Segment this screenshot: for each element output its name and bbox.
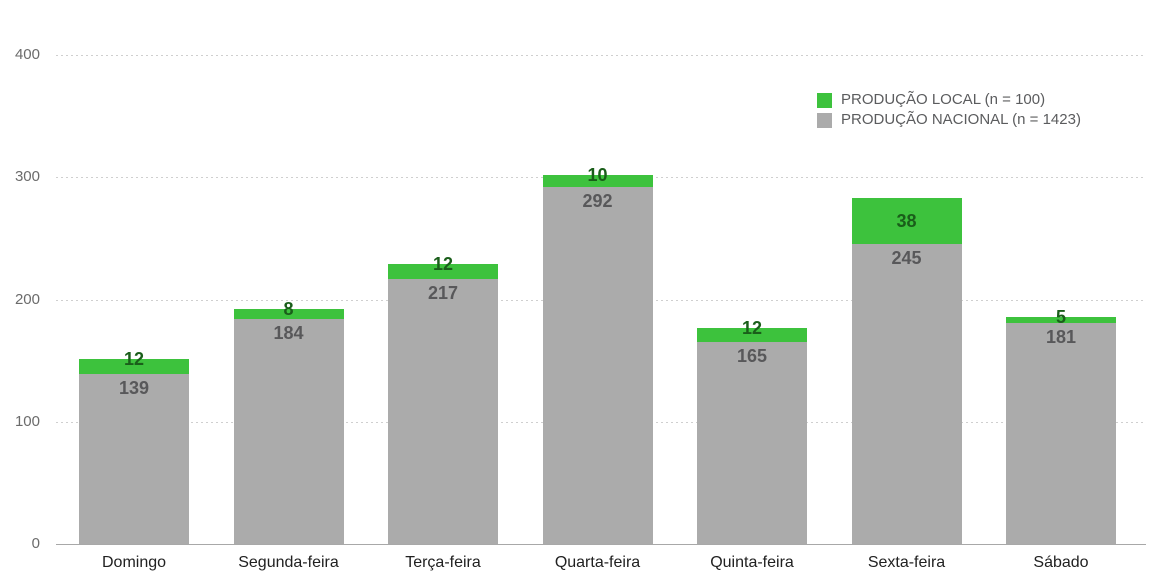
bar-segment-local-2[interactable] [388,264,498,279]
x-axis-label-2: Terça-feira [405,554,481,571]
legend-item-producao-local[interactable]: PRODUÇÃO LOCAL (n = 100) [817,90,1081,110]
bar-value-label-nacional-6: 181 [1045,326,1077,347]
bar-value-label-local-0: 12 [123,349,145,370]
bar-value-label-local-2: 12 [432,254,454,275]
bar-value-label-nacional-2: 217 [427,282,459,303]
bar-segment-local-3[interactable] [542,174,653,188]
legend-swatch-local [817,92,832,108]
bar-value-label-nacional-3: 292 [582,191,613,212]
x-axis-label-5: Sexta-feira [867,554,946,571]
gridline-400 [56,55,1146,56]
bar-segment-local-6[interactable] [1006,316,1116,323]
x-axis-line [56,544,1146,545]
bar-segment-nacional-2[interactable] [388,278,498,544]
bar-segment-local-5[interactable] [851,198,962,245]
bar-value-label-local-4: 12 [741,317,763,338]
bar-segment-local-1[interactable] [233,309,344,320]
y-axis-tick-label: 300 [14,168,40,186]
bar-value-label-nacional-0: 139 [118,378,150,399]
y-axis-tick-label: 0 [31,535,40,552]
y-axis-tick-label: 200 [14,290,40,308]
bar-value-label-local-3: 10 [587,164,608,185]
y-axis-tick-label: 100 [14,412,40,430]
legend-label-nacional: PRODUÇÃO NACIONAL (n = 1423) [841,111,1081,128]
bar-value-label-nacional-4: 165 [736,346,768,367]
chart-legend: PRODUÇÃO LOCAL (n = 100) PRODUÇÃO NACION… [817,90,1081,130]
bar-segment-nacional-4[interactable] [697,342,807,544]
bar-segment-nacional-0[interactable] [79,374,189,544]
bar-segment-nacional-5[interactable] [851,244,962,544]
bar-segment-nacional-6[interactable] [1006,322,1116,544]
x-axis-label-0: Domingo [101,554,167,571]
bar-value-label-nacional-1: 184 [273,323,304,344]
bar-value-label-nacional-5: 245 [891,248,922,269]
legend-swatch-nacional [817,112,832,128]
x-axis-label-4: Quinta-feira [710,554,794,571]
x-axis-label-3: Quarta-feira [554,554,641,571]
legend-label-local: PRODUÇÃO LOCAL (n = 100) [841,91,1046,108]
bar-segment-nacional-1[interactable] [233,319,344,544]
bar-segment-nacional-3[interactable] [542,187,653,544]
bar-value-label-local-1: 8 [283,299,294,320]
bar-value-label-local-5: 38 [896,211,917,232]
y-axis-tick-label: 400 [14,46,40,63]
bar-segment-local-4[interactable] [697,327,807,343]
bar-segment-local-0[interactable] [79,359,189,375]
legend-item-producao-nacional[interactable]: PRODUÇÃO NACIONAL (n = 1423) [817,110,1081,130]
x-axis-label-1: Segunda-feira [238,554,339,571]
x-axis-label-6: Sábado [1033,554,1089,571]
bar-value-label-local-6: 5 [1055,306,1066,327]
